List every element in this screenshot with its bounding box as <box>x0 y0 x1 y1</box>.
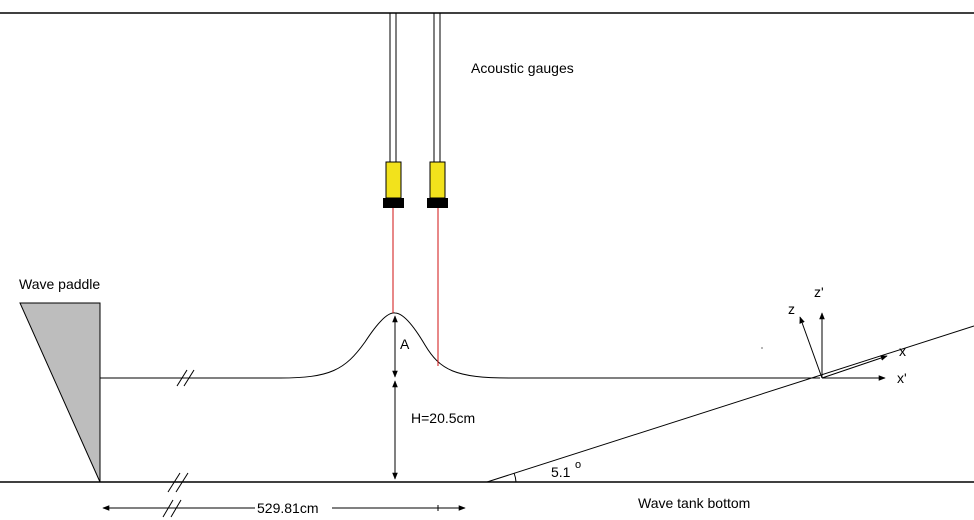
degree-symbol: o <box>575 459 581 471</box>
stray-dot <box>761 347 763 349</box>
acoustic-gauge-2-icon <box>427 13 448 366</box>
amplitude-label: A <box>400 336 410 352</box>
slope-angle-arc <box>513 472 517 483</box>
break-mark-bottom-icon <box>167 472 189 493</box>
acoustic-gauges-label: Acoustic gauges <box>471 60 574 76</box>
wave-paddle-icon <box>19 302 101 483</box>
axis-x-label: x <box>899 343 906 359</box>
tank-bottom-label: Wave tank bottom <box>638 495 750 511</box>
acoustic-gauge-1-icon <box>383 13 404 313</box>
axis-z-arrow <box>799 316 823 379</box>
break-mark-water-icon <box>176 369 195 387</box>
slope-line <box>486 325 974 483</box>
axis-z-prime-label: z' <box>814 284 824 300</box>
wave-paddle-label: Wave paddle <box>19 276 100 292</box>
distance-label: 529.81cm <box>257 500 318 516</box>
axis-x-prime-label: x' <box>897 370 907 386</box>
slope-angle-label: 5.1 <box>551 464 571 480</box>
water-surface-wave <box>100 312 820 379</box>
axis-x-arrow <box>821 355 888 379</box>
depth-label: H=20.5cm <box>411 410 475 426</box>
axis-z-label: z <box>788 301 795 317</box>
